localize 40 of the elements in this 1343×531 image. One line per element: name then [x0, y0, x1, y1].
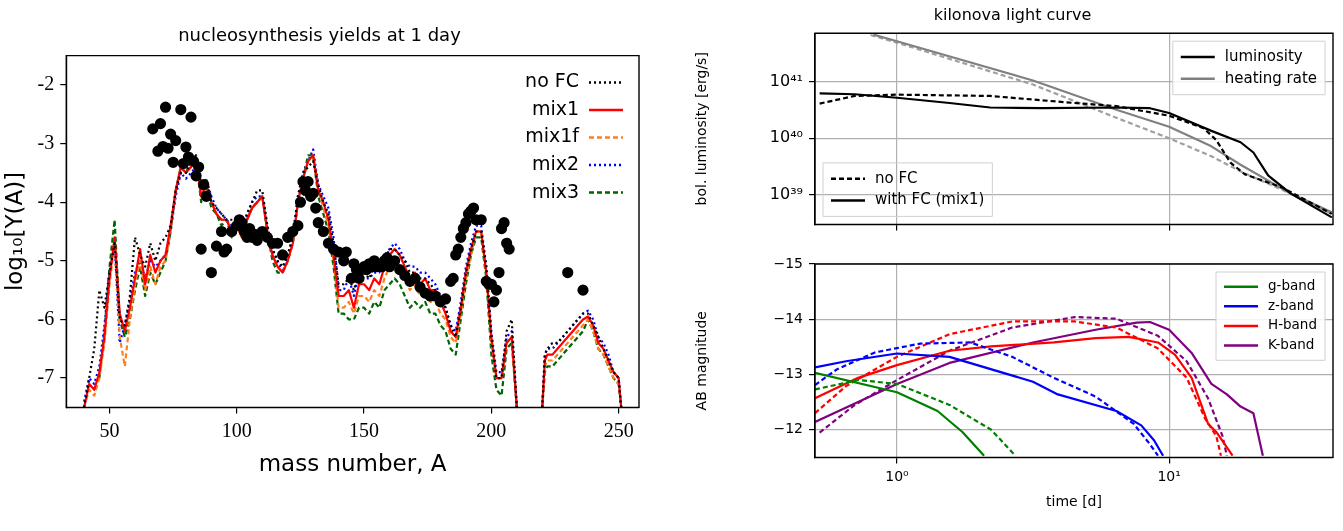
chart-title: kilonova light curve: [933, 4, 1092, 24]
y-tick-label: 10³⁹: [769, 183, 803, 203]
legend-label: z-band: [1268, 296, 1314, 313]
legend-label: mix2: [531, 151, 579, 174]
x-axis-title: mass number, A: [258, 450, 447, 477]
y-tick-label: −15: [773, 254, 803, 271]
x-tick-label: 250: [603, 418, 634, 441]
x-tick-label: 150: [349, 418, 380, 441]
y-tick-label: -4: [37, 189, 55, 212]
annotation: no FC: [875, 168, 918, 187]
legend-label: mix3: [531, 179, 579, 202]
y-tick-label: 10⁴¹: [769, 70, 803, 90]
x-tick-label: 200: [476, 418, 507, 441]
y-tick-label: −13: [773, 365, 803, 382]
y-axis-title: log₁₀[Y(A)]: [0, 171, 27, 292]
y-tick-label: -7: [37, 365, 55, 388]
x-tick-label: 50: [99, 418, 120, 441]
legend-label: luminosity: [1224, 46, 1303, 65]
y-tick-label: −12: [773, 420, 803, 437]
legend-label: heating rate: [1224, 68, 1318, 87]
chart-title: nucleosynthesis yields at 1 day: [178, 24, 462, 46]
legend-label: mix1: [531, 96, 579, 119]
legend-label: no FC: [525, 69, 579, 92]
legend-label: H-band: [1268, 316, 1318, 333]
x-tick-label: 10¹: [1157, 468, 1181, 485]
legend-label: g-band: [1268, 277, 1316, 294]
y-axis-title: bol. luminosity [erg/s]: [693, 52, 710, 206]
x-tick-label: 10⁰: [885, 468, 910, 485]
annotation: with FC (mix1): [875, 190, 985, 209]
y-tick-label: -5: [37, 248, 55, 271]
y-tick-label: -3: [37, 130, 55, 153]
y-tick-label: −14: [773, 309, 804, 326]
legend-label: mix1f: [525, 124, 581, 147]
y-tick-label: -6: [37, 306, 55, 329]
y-tick-label: 10⁴⁰: [769, 127, 803, 147]
legend-label: K-band: [1268, 336, 1315, 353]
x-axis-title: time [d]: [1046, 493, 1102, 510]
x-tick-label: 100: [221, 418, 252, 441]
y-axis-title: AB magnitude: [693, 311, 710, 411]
y-tick-label: -2: [37, 72, 55, 95]
